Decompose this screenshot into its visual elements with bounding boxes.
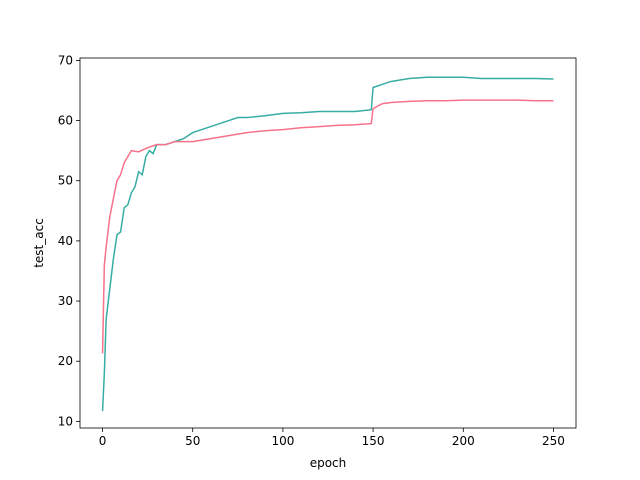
y-tick-label: 20 (58, 354, 73, 368)
series-line (101, 99, 554, 354)
x-tick-label: 50 (185, 434, 200, 448)
x-tick-label: 100 (271, 434, 294, 448)
y-tick-label: 50 (58, 174, 73, 188)
series-line (101, 76, 554, 412)
x-tick-label: 200 (452, 434, 475, 448)
y-tick-label: 40 (58, 234, 73, 248)
x-tick-label: 0 (99, 434, 107, 448)
x-tick-label: 250 (542, 434, 565, 448)
plot-frame (79, 57, 577, 429)
y-tick-label: 70 (58, 53, 73, 67)
y-axis-label: test_acc (32, 218, 46, 268)
y-tick-label: 10 (58, 414, 73, 428)
y-tick-label: 60 (58, 114, 73, 128)
x-axis-label: epoch (310, 456, 347, 470)
y-tick-label: 30 (58, 294, 73, 308)
x-tick-label: 150 (362, 434, 385, 448)
